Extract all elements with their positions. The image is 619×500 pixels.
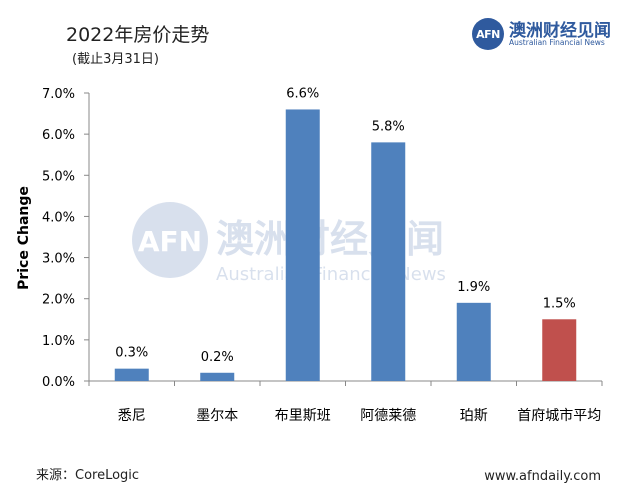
afn-logo-icon: AFN — [472, 18, 504, 50]
watermark-logo-icon — [132, 202, 208, 278]
x-tick-label: 墨尔本 — [196, 408, 238, 424]
x-tick-label: 悉尼 — [118, 408, 146, 424]
bar-value-label: 6.6% — [286, 86, 319, 101]
y-tick-label: 2.0% — [42, 293, 75, 308]
brand-name-en: Australian Financial News — [509, 38, 605, 47]
y-tick-label: 5.0% — [42, 169, 75, 184]
bar-value-label: 5.8% — [372, 119, 405, 134]
x-tick-label: 珀斯 — [460, 408, 488, 424]
website-text: www.afndaily.com — [484, 469, 601, 484]
bar — [200, 372, 235, 381]
brand-logo: AFN 澳洲财经见闻 Australian Financial News — [472, 16, 612, 50]
bar — [542, 319, 577, 381]
chart-title: 2022年房价走势 — [66, 24, 210, 46]
y-tick-label: 0.0% — [42, 375, 75, 390]
chart-subtitle: (截止3月31日) — [72, 52, 159, 67]
watermark-badge: AFN — [138, 225, 202, 258]
y-tick-label: 4.0% — [42, 210, 75, 225]
y-tick-label: 3.0% — [42, 252, 75, 267]
x-tick-label: 首府城市平均 — [517, 407, 601, 424]
source-text: 来源：CoreLogic — [36, 468, 140, 483]
y-tick-label: 6.0% — [42, 128, 75, 143]
bar — [285, 109, 320, 381]
watermark: AFN 澳洲财经见闻 Australian Financial News — [132, 202, 446, 285]
x-tick-label: 阿德莱德 — [360, 408, 416, 424]
y-tick-label: 1.0% — [42, 334, 75, 349]
x-tick-label: 布里斯班 — [275, 408, 331, 424]
bar — [456, 302, 491, 381]
y-axis-label: Price Change — [16, 186, 32, 290]
watermark-name-en: Australian Financial News — [216, 264, 446, 285]
y-tick-label: 7.0% — [42, 87, 75, 102]
bar-value-label: 0.3% — [115, 346, 148, 361]
bar — [114, 368, 149, 381]
bar-value-label: 1.9% — [457, 280, 490, 295]
watermark-name-cn: 澳洲财经见闻 — [216, 217, 444, 261]
bar-value-label: 0.2% — [201, 350, 234, 365]
brand-name-cn: 澳洲财经见闻 — [509, 21, 611, 41]
bar — [371, 142, 406, 381]
bar-value-label: 1.5% — [543, 296, 576, 311]
